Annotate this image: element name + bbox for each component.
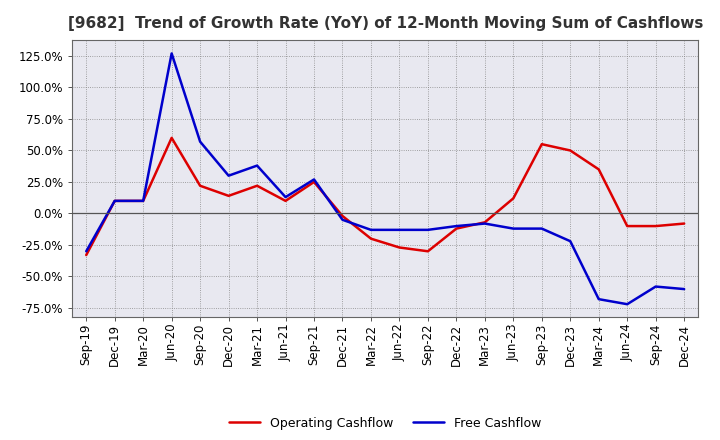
Operating Cashflow [225,193,233,198]
Operating Cashflow [253,183,261,188]
Free Cashflow [423,227,432,232]
Free Cashflow [282,194,290,200]
Operating Cashflow [338,213,347,219]
Free Cashflow [623,301,631,307]
Free Cashflow [595,297,603,302]
Free Cashflow [338,217,347,222]
Free Cashflow [452,224,461,229]
Operating Cashflow [82,253,91,258]
Free Cashflow [395,227,404,232]
Title: [9682]  Trend of Growth Rate (YoY) of 12-Month Moving Sum of Cashflows: [9682] Trend of Growth Rate (YoY) of 12-… [68,16,703,32]
Line: Free Cashflow: Free Cashflow [86,53,684,304]
Free Cashflow [366,227,375,232]
Free Cashflow [225,173,233,178]
Free Cashflow [110,198,119,204]
Legend: Operating Cashflow, Free Cashflow: Operating Cashflow, Free Cashflow [224,412,546,435]
Operating Cashflow [395,245,404,250]
Operating Cashflow [509,196,518,201]
Free Cashflow [82,249,91,254]
Operating Cashflow [537,142,546,147]
Operating Cashflow [139,198,148,204]
Operating Cashflow [110,198,119,204]
Operating Cashflow [282,198,290,204]
Free Cashflow [480,221,489,226]
Operating Cashflow [566,148,575,153]
Operating Cashflow [595,167,603,172]
Free Cashflow [537,226,546,231]
Free Cashflow [509,226,518,231]
Operating Cashflow [652,224,660,229]
Free Cashflow [680,286,688,292]
Free Cashflow [139,198,148,204]
Operating Cashflow [167,135,176,140]
Free Cashflow [310,177,318,182]
Free Cashflow [167,51,176,56]
Operating Cashflow [423,249,432,254]
Free Cashflow [652,284,660,289]
Operating Cashflow [366,236,375,241]
Operating Cashflow [310,180,318,185]
Free Cashflow [253,163,261,168]
Operating Cashflow [480,220,489,225]
Line: Operating Cashflow: Operating Cashflow [86,138,684,255]
Operating Cashflow [452,226,461,231]
Operating Cashflow [196,183,204,188]
Free Cashflow [196,139,204,144]
Operating Cashflow [623,224,631,229]
Free Cashflow [566,238,575,244]
Operating Cashflow [680,221,688,226]
